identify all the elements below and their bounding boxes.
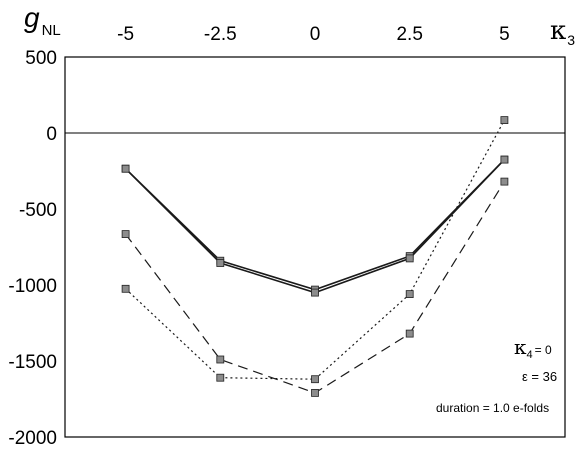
kappa4-symbol: κ [514, 335, 527, 359]
y-tick-label: -1000 [8, 276, 57, 297]
x-axis-label: κ3 [550, 16, 575, 48]
data-point-marker [500, 177, 509, 186]
data-point-marker [500, 116, 509, 124]
y-tick-label: 0 [46, 124, 57, 145]
plot-frame [64, 56, 566, 438]
data-point-marker [216, 373, 225, 382]
x-axis-label-main: κ [550, 16, 566, 46]
kappa4-value: = 0 [535, 343, 552, 357]
y-tick-labels: 500 0 -500 -1000 -1500 -2000 [8, 48, 57, 449]
x-tick-label: -5 [117, 24, 134, 45]
data-point-marker [405, 290, 414, 299]
duration-annotation: duration = 1.0 e-folds [436, 401, 549, 415]
y-axis-label-sub: NL [42, 22, 61, 39]
y-axis-label: g NL [24, 2, 61, 39]
x-tick-label: 2.5 [396, 24, 422, 45]
data-point-marker [216, 259, 225, 267]
x-axis-label-sub: 3 [567, 32, 575, 48]
y-tick-label: 500 [25, 48, 57, 69]
data-point-marker [311, 375, 319, 384]
kappa4-annotation: κ4 = 0 [514, 335, 552, 361]
series-line-dotted [125, 119, 505, 380]
data-point-marker [121, 230, 130, 239]
kappa4-subscript: 4 [527, 349, 533, 361]
data-point-marker [500, 155, 509, 164]
data-point-marker [311, 288, 319, 297]
data-point-marker [121, 164, 130, 173]
epsilon-annotation: ε = 36 [522, 369, 557, 384]
y-axis-label-main: g [24, 2, 40, 33]
series-layer [121, 116, 509, 397]
x-tick-label: 5 [499, 24, 510, 45]
x-tick-label: -2.5 [204, 24, 237, 45]
y-tick-label: -2000 [8, 428, 57, 449]
x-tick-label: 0 [310, 24, 321, 45]
data-point-marker [311, 388, 319, 397]
y-tick-label: -1500 [8, 352, 57, 373]
y-tick-label: -500 [19, 200, 57, 221]
data-point-marker [405, 329, 414, 338]
data-point-marker [121, 284, 130, 293]
data-point-marker [405, 254, 414, 263]
x-tick-labels: -5 -2.5 0 2.5 5 [117, 24, 510, 45]
data-point-marker [216, 355, 225, 364]
